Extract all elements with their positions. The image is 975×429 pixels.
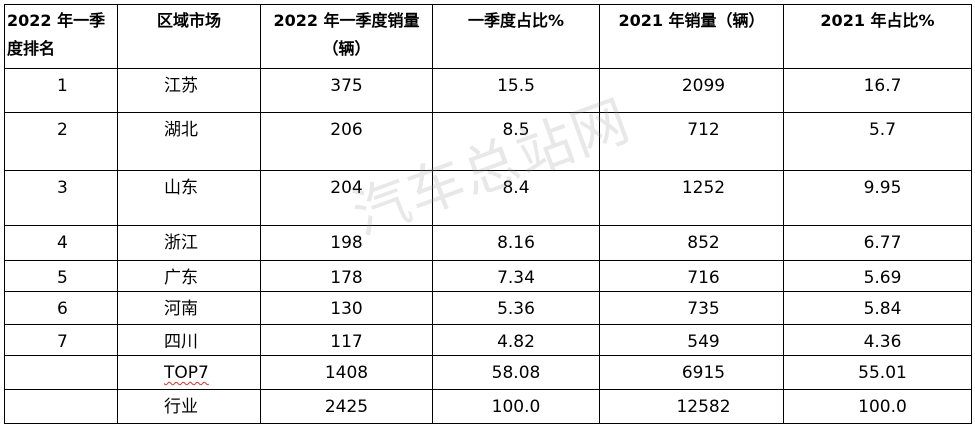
sales-2021-cell: 735 bbox=[599, 291, 784, 325]
share-2021-cell: 4.36 bbox=[783, 324, 972, 356]
table-row-top7: TOP7 1408 58.08 6915 55.01 bbox=[4, 355, 972, 390]
region-cell: 河南 bbox=[117, 291, 261, 325]
table-row: 4 浙江 198 8.16 852 6.77 bbox=[4, 225, 972, 261]
rank-cell: 1 bbox=[4, 68, 118, 113]
rank-cell: 2 bbox=[4, 112, 118, 171]
rank-cell: 5 bbox=[4, 260, 118, 292]
table-row: 6 河南 130 5.36 735 5.84 bbox=[4, 291, 972, 325]
table-row: 7 四川 117 4.82 549 4.36 bbox=[4, 324, 972, 356]
region-cell: 四川 bbox=[117, 324, 261, 356]
rank-cell: 7 bbox=[4, 324, 118, 356]
table-row: 5 广东 178 7.34 716 5.69 bbox=[4, 260, 972, 292]
sales-2021-cell: 712 bbox=[599, 112, 784, 171]
regional-sales-table: 2022 年一季度排名 区域市场 2022 年一季度销量（辆） 一季度占比% 2… bbox=[4, 4, 972, 424]
table-row: 3 山东 204 8.4 1252 9.95 bbox=[4, 170, 972, 226]
sales-2022q1-cell: 2425 bbox=[260, 389, 433, 424]
region-cell: 行业 bbox=[117, 389, 261, 424]
share-2021-cell: 16.7 bbox=[783, 68, 972, 113]
rank-cell bbox=[4, 355, 118, 390]
region-cell: 广东 bbox=[117, 260, 261, 292]
share-2022q1-cell: 58.08 bbox=[432, 355, 600, 390]
table-row: 1 江苏 375 15.5 2099 16.7 bbox=[4, 68, 972, 113]
share-2021-cell: 55.01 bbox=[783, 355, 972, 390]
share-2021-cell: 5.7 bbox=[783, 112, 972, 171]
rank-cell: 4 bbox=[4, 225, 118, 261]
sales-2022q1-cell: 178 bbox=[260, 260, 433, 292]
table-row-industry: 行业 2425 100.0 12582 100.0 bbox=[4, 389, 972, 424]
rank-cell: 3 bbox=[4, 170, 118, 226]
region-cell: 湖北 bbox=[117, 112, 261, 171]
header-share-2021: 2021 年占比% bbox=[783, 4, 972, 69]
header-share-2022q1: 一季度占比% bbox=[432, 4, 600, 69]
rank-cell bbox=[4, 389, 118, 424]
region-cell: 江苏 bbox=[117, 68, 261, 113]
share-2022q1-cell: 8.4 bbox=[432, 170, 600, 226]
sales-2022q1-cell: 130 bbox=[260, 291, 433, 325]
sales-2022q1-cell: 198 bbox=[260, 225, 433, 261]
sales-2022q1-cell: 204 bbox=[260, 170, 433, 226]
sales-2021-cell: 852 bbox=[599, 225, 784, 261]
sales-2021-cell: 1252 bbox=[599, 170, 784, 226]
sales-2022q1-cell: 375 bbox=[260, 68, 433, 113]
header-sales-2021: 2021 年销量（辆） bbox=[599, 4, 784, 69]
table-row: 2 湖北 206 8.5 712 5.7 bbox=[4, 112, 972, 171]
sales-2022q1-cell: 1408 bbox=[260, 355, 433, 390]
share-2022q1-cell: 7.34 bbox=[432, 260, 600, 292]
region-cell: 浙江 bbox=[117, 225, 261, 261]
share-2022q1-cell: 100.0 bbox=[432, 389, 600, 424]
sales-2021-cell: 2099 bbox=[599, 68, 784, 113]
share-2021-cell: 100.0 bbox=[783, 389, 972, 424]
share-2022q1-cell: 8.16 bbox=[432, 225, 600, 261]
share-2022q1-cell: 4.82 bbox=[432, 324, 600, 356]
header-rank: 2022 年一季度排名 bbox=[4, 4, 118, 69]
share-2021-cell: 6.77 bbox=[783, 225, 972, 261]
share-2021-cell: 5.84 bbox=[783, 291, 972, 325]
share-2022q1-cell: 15.5 bbox=[432, 68, 600, 113]
sales-2022q1-cell: 206 bbox=[260, 112, 433, 171]
region-cell: TOP7 bbox=[117, 355, 261, 390]
share-2021-cell: 5.69 bbox=[783, 260, 972, 292]
rank-cell: 6 bbox=[4, 291, 118, 325]
sales-2021-cell: 6915 bbox=[599, 355, 784, 390]
share-2022q1-cell: 5.36 bbox=[432, 291, 600, 325]
sales-2022q1-cell: 117 bbox=[260, 324, 433, 356]
share-2022q1-cell: 8.5 bbox=[432, 112, 600, 171]
region-label-top7: TOP7 bbox=[164, 363, 209, 383]
header-region: 区域市场 bbox=[117, 4, 261, 69]
sales-2021-cell: 716 bbox=[599, 260, 784, 292]
sales-2021-cell: 549 bbox=[599, 324, 784, 356]
header-row: 2022 年一季度排名 区域市场 2022 年一季度销量（辆） 一季度占比% 2… bbox=[4, 4, 972, 69]
regional-sales-table-container: 2022 年一季度排名 区域市场 2022 年一季度销量（辆） 一季度占比% 2… bbox=[4, 4, 972, 424]
sales-2021-cell: 12582 bbox=[599, 389, 784, 424]
region-cell: 山东 bbox=[117, 170, 261, 226]
share-2021-cell: 9.95 bbox=[783, 170, 972, 226]
header-sales-2022q1: 2022 年一季度销量（辆） bbox=[260, 4, 433, 69]
